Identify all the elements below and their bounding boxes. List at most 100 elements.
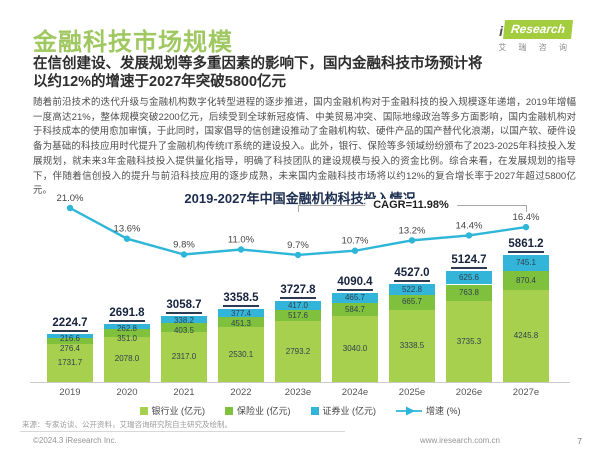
bar-total-value: 3727.8 [280,284,316,300]
bar-total-label: 4090.4 [315,276,395,292]
bar-segment-label: 2793.2 [285,346,311,356]
footer-divider [20,431,345,432]
bar-segment-label: 2078.0 [114,354,140,364]
legend-swatch-insurance [225,406,233,415]
bar-segment-label: 1731.7 [57,358,83,368]
growth-point-label: 21.0% [57,193,84,204]
bar-segment-label: 276.4 [59,343,81,353]
bar-segment-label: 216.6 [59,333,81,343]
bar-segment-label: 351.0 [116,333,138,343]
legend-swatch-bank [139,406,148,415]
x-axis-label: 2025e [398,387,426,398]
bar-segment-label: 262.8 [116,323,138,333]
bar-segment-label: 517.6 [287,311,309,321]
body-paragraph: 随着前沿技术的迭代升级与金融机构数字化转型进程的逐步推进，国内金融机构对于金融科… [33,97,576,197]
chart-title: 2019-2027年中国金融机构科技投入情况 [184,191,416,206]
bar-segment-bank [275,321,321,382]
page-title: 金融科技市场规模 [33,29,233,56]
bar-segment-securities [446,270,492,285]
x-axis-line [30,382,570,383]
growth-point-label: 13.6% [114,224,141,235]
bar-total-value: 4527.0 [394,266,430,282]
bar-segment-bank [104,336,150,382]
legend-swatch-securities [310,406,319,415]
growth-point-label: 9.7% [287,240,309,251]
bar-total-value: 3358.5 [223,292,259,308]
x-axis-label: 2023e [284,387,312,398]
bar-segment-securities [161,315,207,324]
bar-segment-insurance [446,284,492,302]
bar-segment-label: 4245.8 [513,330,539,340]
growth-point-label: 9.8% [173,239,195,250]
x-axis-label: 2021 [173,387,195,398]
bar-segment-label: 3040.0 [342,344,368,354]
legend-label: 增速 (%) [426,406,461,416]
bar-segment-label: 3735.3 [456,336,482,346]
bar-segment-label: 763.8 [458,287,480,297]
subtitle-line-1: 在信创建设、发展规划等多重因素的影响下，国内金融科技市场预计将 [33,56,483,72]
legend-item-growth: 增速 (%) [396,404,461,417]
bar-segment-label: 3338.5 [399,340,425,350]
bar-segment-securities [503,254,549,272]
bar-segment-insurance [275,310,321,322]
x-axis-label: 2024e [341,387,369,398]
logo-i-letter: i [499,23,503,39]
iresearch-logo-wordmark: i Research [498,20,573,39]
growth-point-label: 14.4% [456,220,483,231]
bar-segment-bank [218,327,264,382]
legend-label: 银行业 (亿元) [151,406,206,416]
bar-total-value: 4090.4 [337,276,373,292]
bar-segment-securities [218,309,264,318]
bar-segment-label: 584.7 [344,304,366,314]
bar-segment-label: 625.6 [458,272,480,282]
bar-segment-bank [446,301,492,382]
bar-total-label: 5124.7 [429,253,509,269]
bar-total-label: 3058.7 [144,298,224,314]
growth-marker [66,204,74,212]
growth-point-label: 10.7% [342,236,369,247]
legend-label: 证券业 (亿元) [322,406,377,416]
growth-marker [465,232,473,239]
footer-url: www.iresearch.com.cn [419,436,500,445]
bar-segment-label: 665.7 [401,297,423,307]
bar-total-value: 2224.7 [52,316,88,332]
growth-marker [123,235,131,242]
bar-segment-securities [104,323,150,330]
bar-total-value: 5861.2 [508,237,544,253]
growth-marker [237,246,245,253]
bar-total-label: 2224.7 [30,316,110,332]
bar-segment-insurance [332,303,378,317]
growth-line [69,206,527,257]
bar-segment-bank [161,331,207,382]
source-note: 来源：专家访谈、公开资料，艾瑞咨询研究院自主研究及绘制。 [22,420,232,429]
bar-total-value: 5124.7 [451,253,487,269]
x-axis-label: 2027e [512,387,540,398]
bar-total-label: 4527.0 [372,266,452,282]
page-subtitle: 在信创建设、发展规划等多重因素的影响下，国内金融科技市场预计将 以约12%的增速… [33,56,573,91]
bar-segment-securities [332,293,378,304]
bar-segment-label: 2530.1 [228,349,254,359]
growth-point-label: 16.4% [513,212,540,223]
bar-segment-securities [389,283,435,296]
bar-segment-bank [389,309,435,382]
bar-total-label: 3358.5 [201,292,281,308]
x-axis-label: 2026e [455,387,483,398]
growth-marker [351,247,359,254]
legend-item-insurance: 保险业 (亿元) [225,404,291,417]
growth-marker [522,223,530,231]
chart-legend: 银行业 (亿元) 保险业 (亿元) 证券业 (亿元) 增速 (%) [0,404,600,417]
bar-total-label: 2691.8 [87,306,167,322]
bar-segment-insurance [161,323,207,332]
x-axis-label: 2019 [59,387,81,398]
bar-segment-insurance [104,329,150,337]
bar-segment-label: 745.1 [515,258,537,268]
growth-marker [180,251,188,258]
x-axis-label: 2020 [116,387,138,398]
bar-total-value: 3058.7 [166,298,202,314]
bar-total-label: 3727.8 [258,284,338,300]
subtitle-line-2: 以约12%的增速于2027年突破5800亿元 [33,73,287,90]
bar-segment-insurance [389,295,435,310]
bar-segment-bank [332,316,378,382]
bar-segment-label: 2317.0 [171,351,197,361]
